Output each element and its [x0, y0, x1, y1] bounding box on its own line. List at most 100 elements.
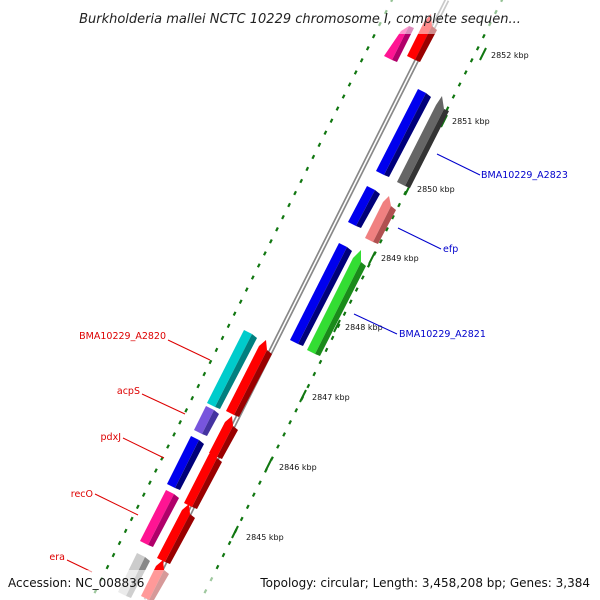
gene-feature-reverse-6[interactable] — [194, 406, 219, 436]
gene-feature-forward-7[interactable] — [184, 448, 222, 509]
gene-feature-reverse-7[interactable] — [167, 436, 204, 490]
topology-summary: Topology: circular; Length: 3,458,208 bp… — [259, 576, 590, 590]
gene-feature-reverse-4[interactable] — [290, 243, 352, 346]
scale-dot-outer — [348, 299, 353, 304]
label-recO[interactable]: recO — [71, 489, 139, 516]
scale-dot-outer — [336, 323, 341, 329]
scale-dot-inner — [305, 166, 310, 172]
scale-dot-outer — [318, 359, 323, 365]
label-BMA10229_A2820[interactable]: BMA10229_A2820 — [79, 331, 211, 361]
scale-dot-inner — [371, 33, 376, 39]
scale-dot-outer — [312, 371, 317, 377]
scale-dot-inner — [269, 239, 273, 244]
scale-dot-inner — [244, 287, 249, 292]
scale-dot-outer — [385, 227, 389, 232]
scale-dot-outer — [342, 311, 347, 316]
scale-dot-inner — [202, 371, 207, 377]
scale-dot-outer — [288, 420, 292, 425]
scale-dot-inner — [341, 94, 346, 99]
scale-dot-inner — [141, 492, 146, 497]
scale-dot-inner — [275, 227, 279, 232]
label-pdxJ[interactable]: pdxJ — [101, 432, 165, 459]
scale-dot-outer — [306, 383, 311, 389]
scale-dot-inner — [299, 178, 304, 184]
label-acpS[interactable]: acpS — [117, 386, 186, 415]
label-efp[interactable]: efp — [397, 227, 458, 255]
scale-dot-inner — [293, 190, 297, 196]
kbp-tick-2845: 2845 kbp — [231, 525, 284, 542]
gene-feature-forward-4[interactable] — [307, 250, 366, 356]
scale-dot-inner — [196, 383, 201, 389]
forward-gene-labels: BMA10229_A2823 efp BMA10229_A2821 — [353, 153, 568, 340]
gene-label-text[interactable]: recO — [71, 489, 93, 500]
gene-label-text[interactable]: BMA10229_A2820 — [79, 331, 166, 342]
scale-dot-inner — [172, 432, 176, 437]
kbp-tick-2848: 2848 kbp — [333, 319, 383, 333]
gene-feature-reverse-8[interactable] — [140, 490, 179, 547]
accession-text: Accession: NC_008836 — [8, 576, 144, 590]
gene-label-text[interactable]: BMA10229_A2823 — [481, 170, 568, 181]
kbp-tick-2846: 2846 kbp — [265, 457, 317, 472]
gene-feature-reverse-2[interactable] — [376, 89, 431, 177]
gene-label-text[interactable]: BMA10229_A2821 — [399, 329, 486, 340]
scale-dot-inner — [287, 202, 291, 208]
kbp-label-2850: 2850 kbp — [417, 185, 455, 194]
scale-dot-inner — [166, 444, 170, 449]
label-BMA10229_A2821[interactable]: BMA10229_A2821 — [353, 313, 486, 340]
scale-dot-inner — [154, 468, 158, 473]
scale-dot-outer — [463, 70, 468, 75]
scale-dot-outer — [379, 239, 383, 244]
kbp-tick-2847: 2847 kbp — [299, 389, 350, 403]
scale-dot-outer — [324, 347, 329, 353]
kbp-label-2849: 2849 kbp — [381, 254, 419, 263]
scale-dot-outer — [258, 480, 262, 485]
label-BMA10229_A2823[interactable]: BMA10229_A2823 — [436, 153, 568, 181]
scale-dot-outer — [330, 335, 335, 341]
gene-feature-forward-2[interactable] — [397, 96, 449, 188]
scale-dot-outer — [276, 444, 280, 449]
scale-dot-inner — [178, 420, 182, 425]
kbp-tick-2849: 2849 kbp — [368, 251, 419, 265]
scale-dot-outer — [294, 408, 299, 413]
scale-dot-outer — [481, 33, 486, 39]
gene-feature-forward-3[interactable] — [365, 196, 396, 244]
gene-label-text[interactable]: pdxJ — [101, 432, 121, 443]
kbp-label-2845: 2845 kbp — [246, 533, 284, 542]
scale-dot-inner — [347, 82, 352, 87]
map-title: Burkholderia mallei NCTC 10229 chromosom… — [79, 12, 521, 27]
gene-label-text[interactable]: efp — [443, 244, 458, 255]
scale-dot-inner — [359, 58, 364, 63]
gene-feature-forward-5[interactable] — [226, 340, 272, 417]
scale-dot-outer — [445, 106, 450, 111]
gene-label-text[interactable]: acpS — [117, 386, 140, 397]
kbp-label-2846: 2846 kbp — [279, 463, 317, 472]
gene-feature-reverse-1[interactable] — [384, 26, 414, 62]
kbp-label-2851: 2851 kbp — [452, 117, 490, 126]
kbp-tick-2852: 2852 kbp — [479, 47, 529, 61]
scale-dot-inner — [256, 263, 261, 268]
scale-dot-outer — [391, 214, 395, 220]
scale-dot-outer — [354, 287, 359, 292]
scale-dot-outer — [451, 94, 456, 99]
gene-label-text[interactable]: era — [49, 552, 65, 563]
gene-feature-reverse-5[interactable] — [207, 330, 257, 409]
scale-dot-inner — [220, 335, 225, 341]
scale-dot-inner — [317, 142, 322, 148]
gene-feature-reverse-3[interactable] — [348, 186, 380, 228]
scale-dot-outer — [221, 552, 226, 558]
scale-dot-inner — [365, 46, 370, 51]
scale-dot-outer — [245, 504, 250, 510]
gene-feature-forward-8[interactable] — [157, 504, 195, 564]
scale-dot-inner — [129, 516, 134, 522]
scale-dot-inner — [226, 323, 231, 329]
scale-dot-inner — [135, 504, 140, 510]
kbp-label-2848: 2848 kbp — [345, 323, 383, 332]
kbp-scale: 2852 kbp 2851 kbp 2850 kbp 2849 kbp 2848… — [231, 47, 529, 542]
scale-dot-inner — [250, 275, 255, 280]
scale-dot-outer — [282, 432, 286, 437]
scale-dot-inner — [335, 106, 340, 111]
gene-feature-forward-6[interactable] — [209, 416, 238, 459]
scale-dot-inner — [281, 214, 285, 220]
